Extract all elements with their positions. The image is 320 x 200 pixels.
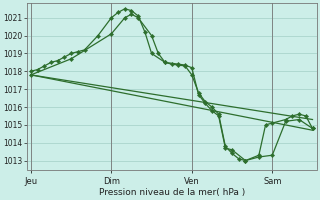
X-axis label: Pression niveau de la mer( hPa ): Pression niveau de la mer( hPa ) xyxy=(99,188,245,197)
